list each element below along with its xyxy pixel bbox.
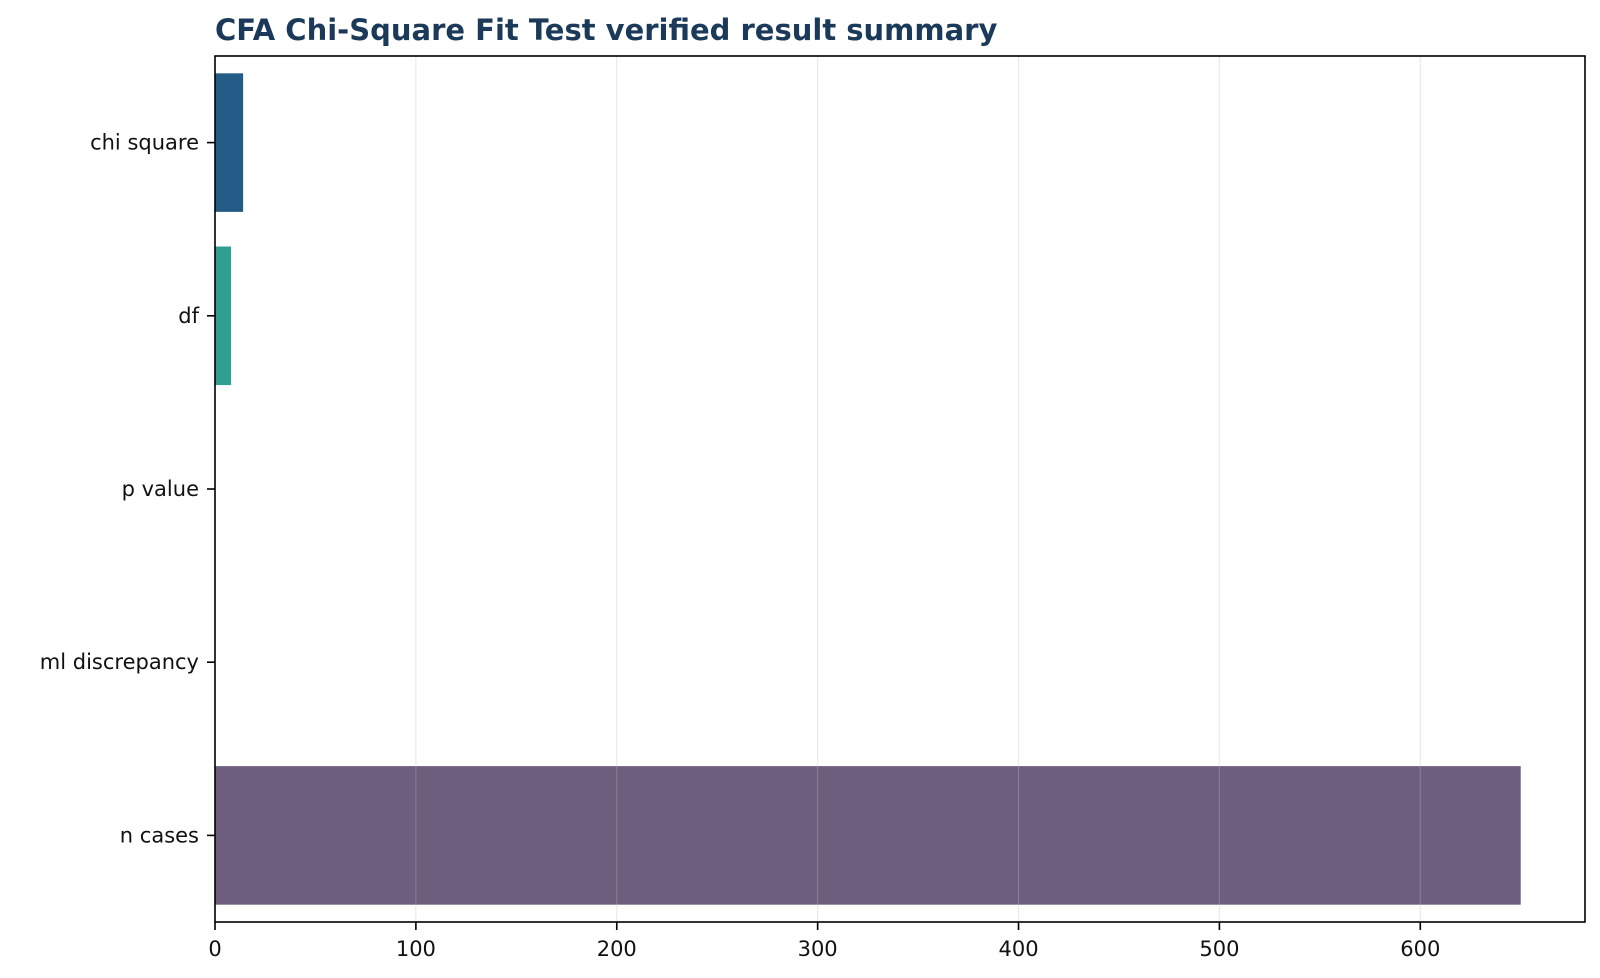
grid-lines [214,56,1421,922]
bar-chi-square [215,73,244,212]
y-tick-label: chi square [90,131,199,155]
y-tick-label: ml discrepancy [40,650,199,674]
x-tick-label: 400 [998,937,1038,961]
x-axis: 0 100 200 300 400 500 600 [208,922,1440,961]
bar-df [215,246,232,386]
bars [214,56,1521,922]
x-tick-label: 100 [396,937,436,961]
x-tick-label: 200 [597,937,637,961]
y-tick-label: p value [122,477,199,501]
bar-n-cases [215,766,1521,905]
x-tick-label: 500 [1199,937,1239,961]
chart-title: CFA Chi-Square Fit Test verified result … [215,13,997,47]
x-tick-label: 0 [208,937,221,961]
y-tick-label: df [178,304,199,328]
x-tick-label: 300 [798,937,838,961]
x-tick-label: 600 [1400,937,1440,961]
y-axis: chi square df p value ml discrepancy n cases [40,131,215,847]
y-tick-label: n cases [120,823,199,847]
